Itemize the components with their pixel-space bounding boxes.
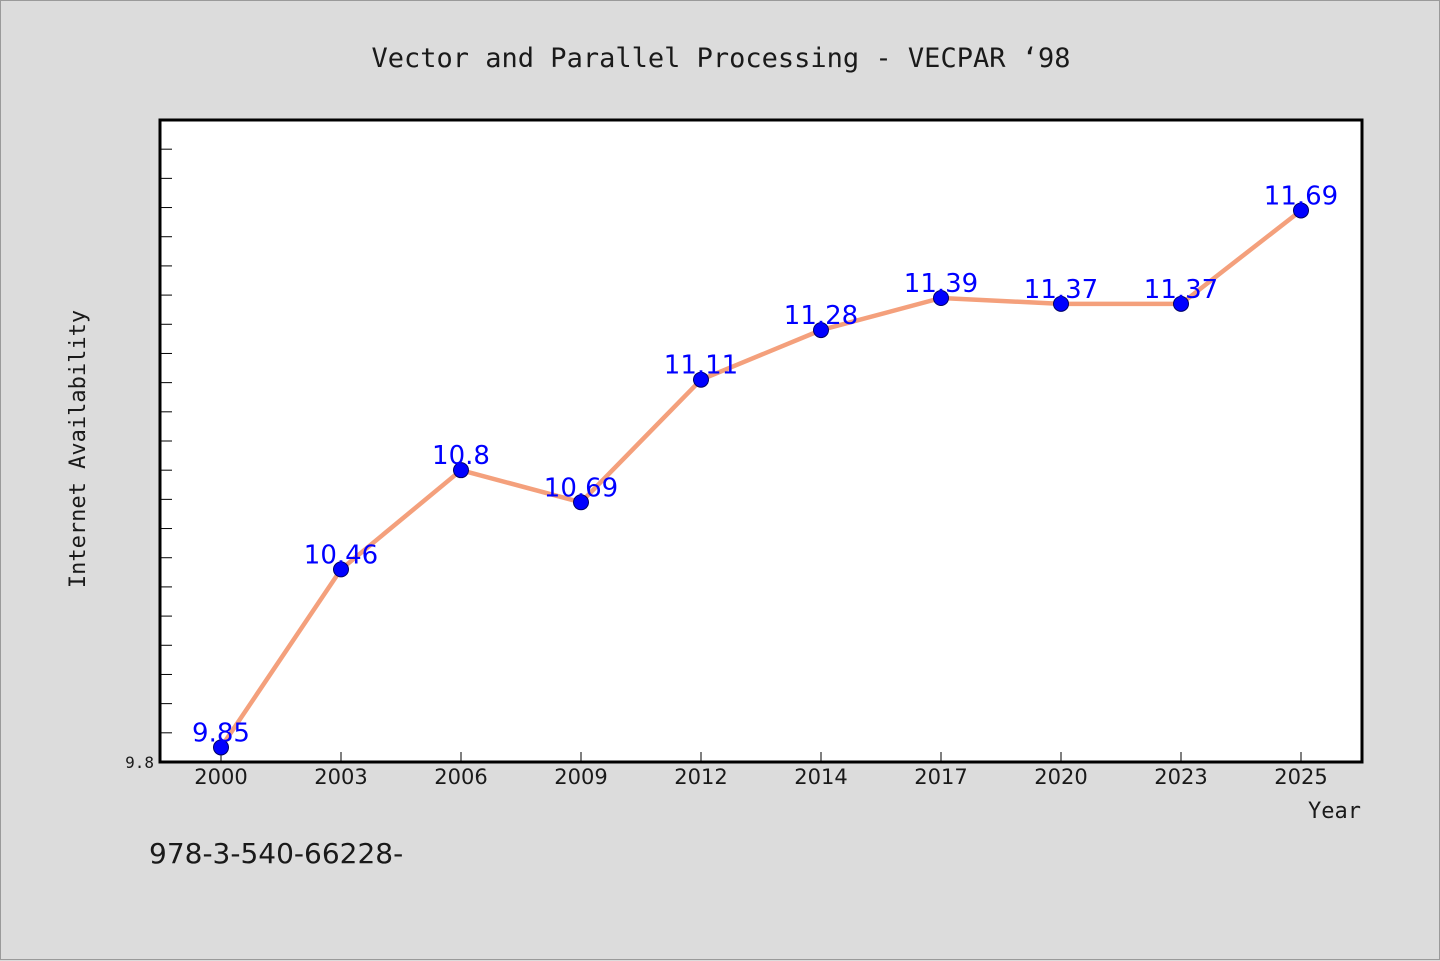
x-tick-label: 2003 <box>314 765 367 789</box>
data-label: 11.28 <box>784 301 858 331</box>
data-label: 11.39 <box>904 269 978 299</box>
y-axis-label: Internet Availability <box>66 310 91 588</box>
chart-title: Vector and Parallel Processing - VECPAR … <box>372 43 1071 74</box>
data-point <box>453 462 469 479</box>
x-tick-label: 2012 <box>674 765 727 789</box>
series-layer: 9.85 10.46 10.8 10.69 11.11 11.28 11.39 11.37 11… <box>192 181 1338 756</box>
data-point <box>1053 295 1069 312</box>
data-label: 9.85 <box>192 718 250 748</box>
y-tick-label: 9.8 <box>125 753 154 772</box>
x-tick-label: 2000 <box>194 765 247 789</box>
data-point <box>213 739 229 756</box>
x-axis-label: Year <box>1308 799 1361 824</box>
x-tick-label: 2017 <box>914 765 967 789</box>
data-point <box>1293 202 1309 219</box>
data-point <box>693 371 709 388</box>
data-label: 10.8 <box>432 441 490 471</box>
x-tick-label: 2023 <box>1154 765 1207 789</box>
x-tick-label: 2020 <box>1034 765 1087 789</box>
data-label: 11.37 <box>1024 275 1098 305</box>
data-label: 10.46 <box>304 540 378 570</box>
data-label: 10.69 <box>544 473 618 503</box>
data-label: 11.69 <box>1264 181 1338 211</box>
x-axis-ticks: 2000 2003 2006 2009 2012 2014 2017 2020 2023 2025 <box>194 752 1328 789</box>
data-point <box>933 290 949 307</box>
footer-identifier: 978-3-540-66228- <box>149 837 403 870</box>
series-line <box>219 208 1303 749</box>
plot-area <box>158 118 1364 764</box>
data-point <box>333 561 349 578</box>
data-point <box>1173 295 1189 312</box>
y-axis-ticks: 9.8 <box>125 148 172 772</box>
data-label: 11.11 <box>664 351 738 381</box>
x-tick-label: 2025 <box>1274 765 1327 789</box>
x-tick-label: 2009 <box>554 765 607 789</box>
data-label: 11.37 <box>1144 275 1218 305</box>
data-point <box>813 322 829 339</box>
x-tick-label: 2014 <box>794 765 847 789</box>
x-tick-label: 2006 <box>434 765 487 789</box>
data-point <box>573 494 589 511</box>
